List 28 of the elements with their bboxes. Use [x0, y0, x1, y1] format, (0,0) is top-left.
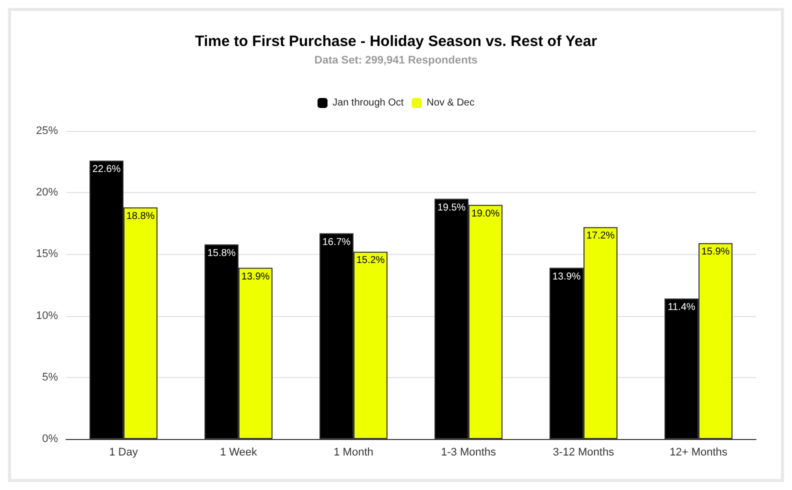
y-tick-label: 0% — [42, 433, 58, 445]
data-label: 15.8% — [207, 248, 236, 259]
data-label: 22.6% — [92, 164, 121, 176]
data-label: 11.4% — [668, 302, 696, 314]
y-tick-label: 10% — [36, 310, 58, 322]
x-tick-label: 3-12 Months — [552, 446, 615, 458]
y-tick-label: 15% — [36, 248, 58, 260]
y-tick-label: 5% — [42, 371, 58, 384]
legend-label: Jan through Oct — [332, 98, 404, 108]
data-label: 18.8% — [126, 210, 155, 222]
y-tick-label: 25% — [36, 125, 58, 137]
chart-subtitle: Data Set: 299,941 Respondents — [314, 54, 478, 66]
y-tick-label: 20% — [36, 186, 58, 199]
data-label: 13.9% — [552, 271, 581, 282]
chart-title: Time to First Purchase - Holiday Season vs. Rest of Year — [194, 33, 598, 50]
x-tick-label: 12+ Months — [670, 446, 728, 458]
data-label: 15.9% — [701, 246, 730, 258]
x-tick-label: 1 Day — [109, 446, 138, 458]
data-label: 15.2% — [356, 255, 385, 266]
data-label: 16.7% — [322, 236, 351, 248]
x-tick-label: 1 Month — [334, 446, 374, 458]
data-label: 19.0% — [471, 208, 500, 220]
data-label: 17.2% — [586, 230, 615, 242]
data-label: 13.9% — [241, 271, 270, 282]
data-label: 19.5% — [437, 202, 466, 214]
legend-label: Nov & Dec — [426, 98, 474, 108]
x-tick-label: 1 Week — [220, 446, 258, 458]
x-tick-label: 1-3 Months — [440, 446, 497, 458]
